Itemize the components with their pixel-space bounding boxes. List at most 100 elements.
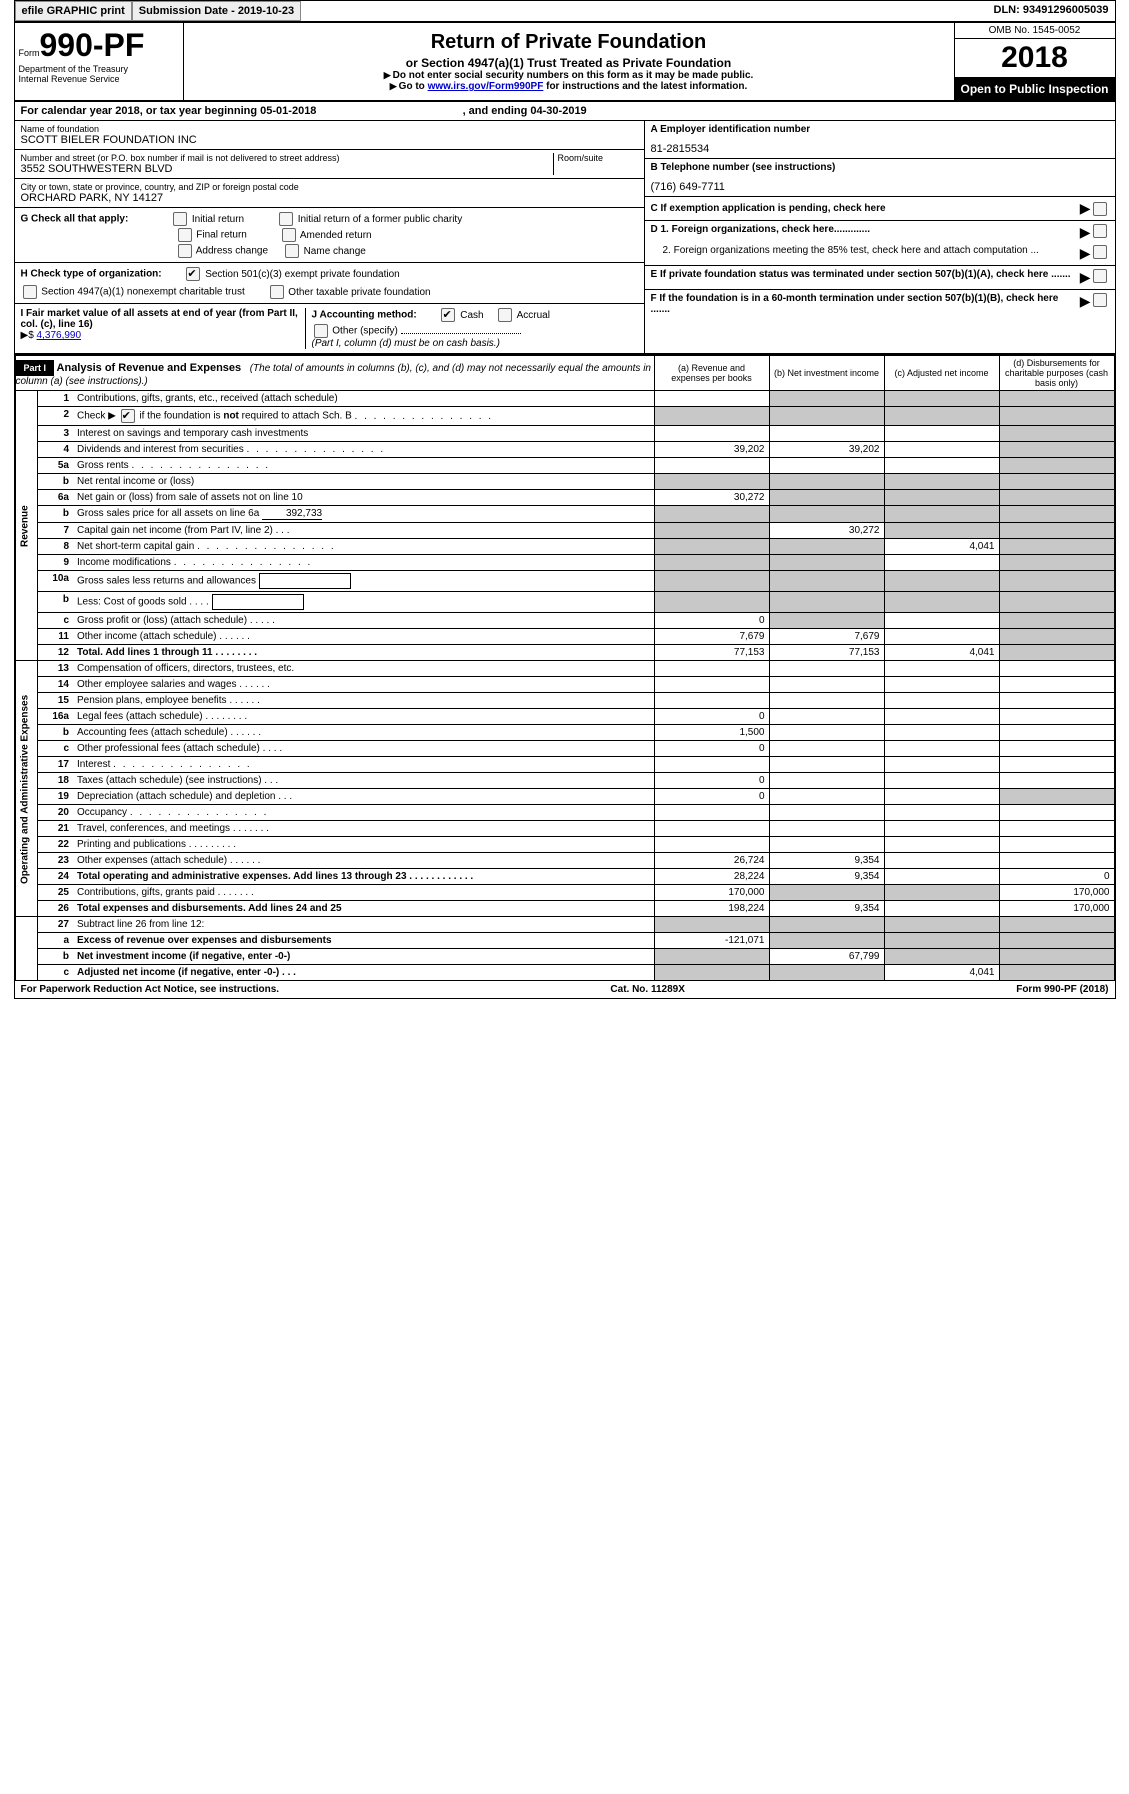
chk-other-taxable[interactable]	[270, 285, 284, 299]
r27c-lbl: Adjusted net income (if negative, enter …	[73, 965, 654, 981]
r10a-box[interactable]	[259, 573, 351, 589]
r3-lbl: Interest on savings and temporary cash i…	[73, 426, 654, 442]
meta-grid: Name of foundation SCOTT BIELER FOUNDATI…	[15, 121, 1115, 355]
r16c-lbl: Other professional fees (attach schedule…	[73, 741, 654, 757]
chk-c[interactable]	[1093, 202, 1107, 216]
cal-begin: 05-01-2018	[260, 105, 316, 117]
chk-d2[interactable]	[1093, 245, 1107, 259]
r27-num: 27	[37, 917, 73, 933]
row-11: 11 Other income (attach schedule) . . . …	[15, 629, 1114, 645]
chk-d1[interactable]	[1093, 224, 1107, 238]
cal-end: 04-30-2019	[530, 105, 586, 117]
row-7: 7 Capital gain net income (from Part IV,…	[15, 523, 1114, 539]
chk-initial-return[interactable]	[173, 212, 187, 226]
row-17: 17Interest	[15, 757, 1114, 773]
chk-4947a1[interactable]	[23, 285, 37, 299]
open-inspection: Open to Public Inspection	[955, 78, 1115, 100]
col-c-header: (c) Adjusted net income	[884, 356, 999, 391]
row-9: 9 Income modifications	[15, 555, 1114, 571]
g-label: G Check all that apply:	[21, 214, 129, 225]
g-opt-3: Amended return	[300, 230, 372, 241]
row-10a: 10a Gross sales less returns and allowan…	[15, 571, 1114, 592]
spacer	[301, 1, 987, 21]
fmv-amount-link[interactable]: 4,376,990	[37, 330, 82, 341]
r5b-lbl: Net rental income or (loss)	[73, 474, 654, 490]
r27c-c: 4,041	[884, 965, 999, 981]
row-2: 2 Check ▶ if the foundation is not requi…	[15, 407, 1114, 426]
g-opt-2: Final return	[196, 230, 247, 241]
r26-b: 9,354	[769, 901, 884, 917]
r5a-num: 5a	[37, 458, 73, 474]
r11-b: 7,679	[769, 629, 884, 645]
row-16b: bAccounting fees (attach schedule) . . .…	[15, 725, 1114, 741]
expenses-vlabel: Operating and Administrative Expenses	[15, 661, 37, 917]
d2-label: 2. Foreign organizations meeting the 85%…	[651, 245, 1080, 262]
row-16a: 16aLegal fees (attach schedule) . . . . …	[15, 709, 1114, 725]
col-d-header: (d) Disbursements for charitable purpose…	[999, 356, 1114, 391]
chk-accrual[interactable]	[498, 308, 512, 322]
chk-cash[interactable]	[441, 308, 455, 322]
r24-a: 28,224	[654, 869, 769, 885]
instructions-link[interactable]: www.irs.gov/Form990PF	[428, 81, 544, 92]
r24-d: 0	[999, 869, 1114, 885]
r4-a: 39,202	[654, 442, 769, 458]
r7-num: 7	[37, 523, 73, 539]
r10b-box[interactable]	[212, 594, 304, 610]
note-link: Go to www.irs.gov/Form990PF for instruct…	[190, 81, 948, 92]
addr-label: Number and street (or P.O. box number if…	[21, 153, 553, 163]
r10a-lbl: Gross sales less returns and allowances	[73, 571, 654, 592]
r4-b: 39,202	[769, 442, 884, 458]
r5b-num: b	[37, 474, 73, 490]
name-label: Name of foundation	[21, 124, 638, 134]
cal-text-a: For calendar year 2018, or tax year begi…	[21, 105, 261, 117]
form-number: Form990-PF	[19, 27, 179, 64]
f-cell: F If the foundation is in a 60-month ter…	[645, 290, 1115, 318]
r25-num: 25	[37, 885, 73, 901]
chk-initial-former[interactable]	[279, 212, 293, 226]
chk-501c3[interactable]	[186, 267, 200, 281]
row-10b: b Less: Cost of goods sold . . . .	[15, 592, 1114, 613]
r27a-a: -121,071	[654, 933, 769, 949]
r11-lbl: Other income (attach schedule) . . . . .…	[73, 629, 654, 645]
footer: For Paperwork Reduction Act Notice, see …	[15, 981, 1115, 998]
row-4: 4 Dividends and interest from securities…	[15, 442, 1114, 458]
r18-lbl: Taxes (attach schedule) (see instruction…	[73, 773, 654, 789]
efile-print-button[interactable]: efile GRAPHIC print	[15, 1, 132, 21]
row-15: 15Pension plans, employee benefits . . .…	[15, 693, 1114, 709]
r26-lbl: Total expenses and disbursements. Add li…	[73, 901, 654, 917]
header-row: Form990-PF Department of the Treasury In…	[15, 23, 1115, 102]
chk-f[interactable]	[1093, 293, 1107, 307]
r11-a: 7,679	[654, 629, 769, 645]
row-13: Operating and Administrative Expenses 13…	[15, 661, 1114, 677]
c-cell: C If exemption application is pending, c…	[645, 197, 1115, 221]
r15-lbl: Pension plans, employee benefits . . . .…	[73, 693, 654, 709]
row-25: 25Contributions, gifts, grants paid . . …	[15, 885, 1114, 901]
r27b-lbl: Net investment income (if negative, ente…	[73, 949, 654, 965]
i-amt-lbl: ▶$	[21, 330, 34, 341]
chk-other-method[interactable]	[314, 324, 328, 338]
r1-lbl: Contributions, gifts, grants, etc., rece…	[73, 391, 654, 407]
r7-b: 30,272	[769, 523, 884, 539]
r10b-num: b	[37, 592, 73, 613]
r17-lbl: Interest	[73, 757, 654, 773]
g-opt-5: Name change	[304, 246, 366, 257]
chk-address-change[interactable]	[178, 244, 192, 258]
submission-date-button[interactable]: Submission Date - 2019-10-23	[132, 1, 301, 21]
r2-lbl: Check ▶ if the foundation is not require…	[73, 407, 654, 426]
chk-final-return[interactable]	[178, 228, 192, 242]
row-27a: aExcess of revenue over expenses and dis…	[15, 933, 1114, 949]
r25-lbl: Contributions, gifts, grants paid . . . …	[73, 885, 654, 901]
chk-amended-return[interactable]	[282, 228, 296, 242]
header-right: OMB No. 1545-0052 2018 Open to Public In…	[954, 23, 1115, 100]
row-27c: cAdjusted net income (if negative, enter…	[15, 965, 1114, 981]
chk-e[interactable]	[1093, 269, 1107, 283]
ein-cell: A Employer identification number 81-2815…	[645, 121, 1115, 159]
part1-table: Part I Analysis of Revenue and Expenses …	[15, 355, 1115, 981]
chk-sch-b[interactable]	[121, 409, 135, 423]
chk-name-change[interactable]	[285, 244, 299, 258]
j-label: J Accounting method:	[312, 310, 417, 321]
row-24: 24Total operating and administrative exp…	[15, 869, 1114, 885]
r12-lbl: Total. Add lines 1 through 11 . . . . . …	[73, 645, 654, 661]
j-other: Other (specify)	[332, 326, 398, 337]
row-1: Revenue 1 Contributions, gifts, grants, …	[15, 391, 1114, 407]
